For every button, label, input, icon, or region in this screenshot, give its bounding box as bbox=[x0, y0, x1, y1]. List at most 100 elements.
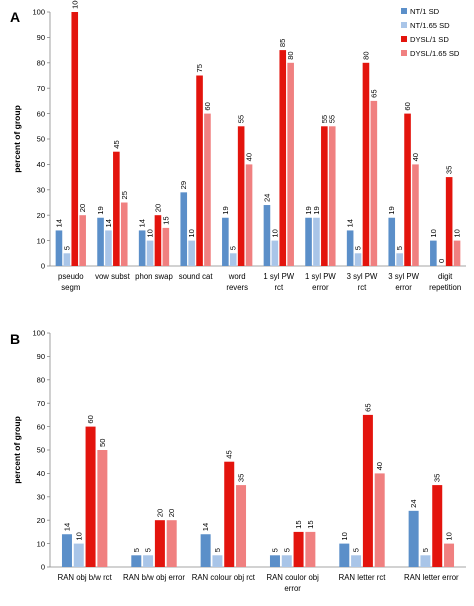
bar bbox=[287, 62, 294, 266]
y-tick-label: 30 bbox=[37, 493, 45, 502]
data-label: 10 bbox=[453, 229, 462, 237]
y-tick-label: 80 bbox=[37, 376, 45, 385]
data-label: 75 bbox=[195, 64, 204, 72]
bar bbox=[388, 217, 396, 266]
bar bbox=[432, 485, 443, 567]
bar bbox=[138, 230, 146, 266]
bar bbox=[346, 230, 354, 266]
y-tick-label: 100 bbox=[32, 329, 45, 338]
data-label: 40 bbox=[245, 153, 254, 161]
bar bbox=[120, 202, 128, 266]
legend-label: DYSL/1.65 SD bbox=[410, 49, 460, 58]
data-label: 60 bbox=[403, 102, 412, 110]
bar bbox=[305, 217, 312, 266]
y-tick-label: 90 bbox=[37, 33, 45, 42]
data-label: 10 bbox=[74, 532, 83, 540]
y-tick-label: 40 bbox=[37, 160, 45, 169]
data-label: 19 bbox=[96, 206, 105, 214]
category-label: RAN obj b/w rct bbox=[58, 573, 113, 582]
data-label: 0 bbox=[437, 259, 446, 263]
bar bbox=[97, 450, 108, 567]
data-label: 80 bbox=[361, 51, 370, 59]
data-label: 10 bbox=[187, 229, 196, 237]
bar bbox=[105, 230, 112, 266]
panel-label: A bbox=[10, 9, 20, 25]
bar bbox=[162, 227, 170, 266]
data-label: 20 bbox=[167, 509, 176, 517]
y-axis-label: percent of group bbox=[12, 105, 22, 173]
bar bbox=[412, 164, 419, 266]
bar bbox=[166, 520, 177, 567]
bar bbox=[445, 177, 453, 266]
data-label: 80 bbox=[286, 51, 295, 59]
bar bbox=[188, 240, 195, 266]
bar bbox=[281, 555, 292, 567]
legend-label: NT/1 SD bbox=[410, 7, 440, 16]
bar bbox=[279, 50, 287, 266]
category-label: phon swap bbox=[135, 272, 173, 281]
category-label: 3 syl PW rct bbox=[347, 272, 378, 292]
y-tick-label: 90 bbox=[37, 352, 45, 361]
bar bbox=[328, 126, 336, 266]
bar bbox=[146, 240, 154, 266]
data-label: 14 bbox=[54, 219, 63, 227]
y-tick-label: 50 bbox=[37, 135, 45, 144]
bar bbox=[204, 113, 211, 266]
bar bbox=[370, 100, 378, 267]
bar bbox=[444, 543, 455, 567]
data-label: 65 bbox=[363, 403, 372, 411]
bar bbox=[420, 555, 431, 567]
category-label: 1 syl PW error bbox=[305, 272, 336, 292]
bar bbox=[73, 543, 84, 567]
category-label: RAN coulor obj error bbox=[266, 573, 319, 593]
data-label: 40 bbox=[411, 153, 420, 161]
bar bbox=[269, 555, 280, 567]
legend: NT/1 SD NT/1.65 SD DYSL/1 SD DYSL/1.65 SD bbox=[401, 7, 460, 58]
bar bbox=[154, 215, 162, 266]
data-label: 5 bbox=[354, 246, 363, 250]
bar bbox=[180, 192, 188, 266]
y-tick-label: 60 bbox=[37, 422, 45, 431]
bar bbox=[362, 414, 373, 567]
bar bbox=[237, 126, 245, 266]
y-axis-label: percent of group bbox=[12, 416, 22, 484]
bar bbox=[404, 113, 411, 266]
data-label: 24 bbox=[262, 194, 271, 202]
y-tick-label: 40 bbox=[37, 469, 45, 478]
data-label: 5 bbox=[395, 246, 404, 250]
data-label: 5 bbox=[421, 548, 430, 552]
legend-swatch bbox=[401, 36, 407, 42]
data-label: 19 bbox=[312, 206, 321, 214]
y-tick-label: 100 bbox=[32, 8, 45, 17]
data-label: 10 bbox=[270, 229, 279, 237]
data-label: 25 bbox=[120, 191, 129, 199]
data-label: 85 bbox=[278, 39, 287, 47]
category-label: RAN colour obj rct bbox=[192, 573, 256, 582]
data-label: 5 bbox=[352, 548, 361, 552]
data-label: 60 bbox=[203, 102, 212, 110]
data-label: 15 bbox=[294, 520, 303, 528]
bar bbox=[143, 555, 154, 567]
data-label: 14 bbox=[138, 219, 147, 227]
data-label: 45 bbox=[112, 140, 121, 148]
y-tick-label: 10 bbox=[37, 236, 45, 245]
y-tick-label: 10 bbox=[37, 539, 45, 548]
bar bbox=[339, 543, 350, 567]
y-tick-label: 20 bbox=[37, 211, 45, 220]
data-label: 45 bbox=[225, 450, 234, 458]
chart-panel-b: B 0 10 20 30 40 50 60 70 80 90 100 percent of group 1… bbox=[10, 329, 466, 593]
legend-swatch bbox=[401, 8, 407, 14]
category-label: vow subst bbox=[95, 272, 131, 281]
bar bbox=[354, 253, 362, 266]
data-label: 10 bbox=[445, 532, 454, 540]
data-label: 15 bbox=[306, 520, 315, 528]
data-label: 35 bbox=[433, 474, 442, 482]
bar bbox=[313, 217, 320, 266]
bar bbox=[453, 240, 461, 266]
panel-label: B bbox=[10, 331, 20, 347]
data-label: 20 bbox=[78, 204, 87, 212]
bar bbox=[212, 555, 223, 567]
category-label: 3 syl PW error bbox=[388, 272, 419, 292]
bar bbox=[97, 217, 104, 266]
category-label: digit repetition bbox=[429, 272, 461, 292]
